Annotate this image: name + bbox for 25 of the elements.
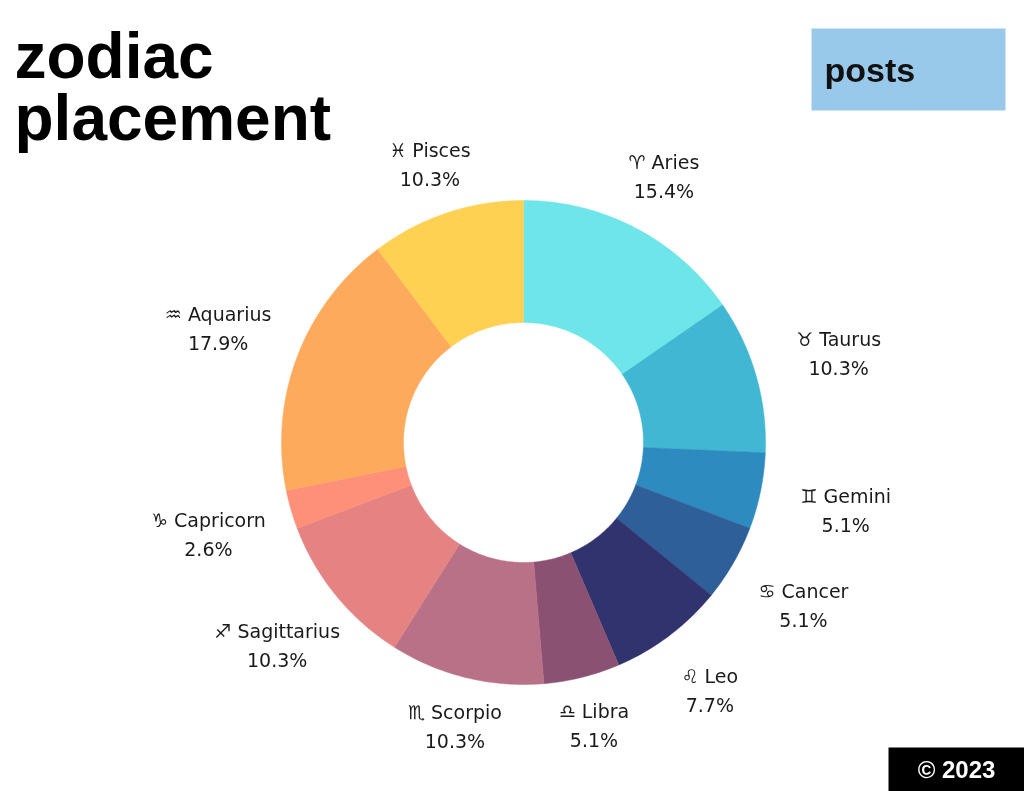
data-label: 7.7% bbox=[685, 694, 734, 717]
slice-label: ♑ Capricorn bbox=[151, 509, 266, 532]
data-label: 2.6% bbox=[184, 538, 233, 561]
chart-title: zodiac placement bbox=[14, 19, 332, 154]
data-label: 5.1% bbox=[821, 513, 870, 536]
slice-label: ♏ Scorpio bbox=[407, 700, 502, 723]
slice-label: ♈ Aries bbox=[628, 150, 700, 173]
slice-label: ♊ Gemini bbox=[800, 484, 892, 507]
chart-subtitle: posts bbox=[824, 50, 916, 89]
slice-label: ♌ Leo bbox=[681, 665, 739, 688]
data-label: 15.4% bbox=[633, 179, 695, 202]
slice-label: ♓ Pisces bbox=[389, 139, 471, 162]
data-label: 5.1% bbox=[779, 608, 828, 631]
text: © 2023 bbox=[917, 756, 996, 783]
slice-label: ♒ Aquarius bbox=[164, 302, 272, 325]
slice-label: ♐ Sagittarius bbox=[214, 620, 341, 643]
data-label: 10.3% bbox=[424, 729, 486, 752]
slice-label: ♋ Cancer bbox=[758, 579, 849, 602]
data-label: 10.3% bbox=[247, 649, 308, 672]
data-label: 10.3% bbox=[808, 356, 869, 379]
slice-label: ♎ Libra bbox=[558, 700, 630, 723]
data-label: 17.9% bbox=[187, 331, 249, 354]
data-label: 5.1% bbox=[569, 729, 619, 752]
data-label: 10.3% bbox=[399, 168, 461, 191]
slice-label: ♉ Taurus bbox=[796, 327, 882, 350]
